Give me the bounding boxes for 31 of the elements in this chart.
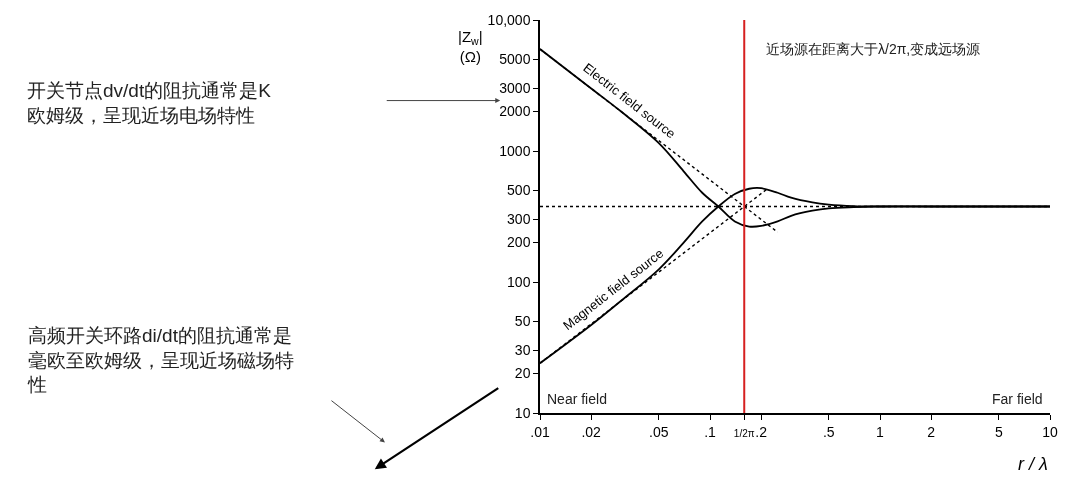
x-tick-label: .2 [755,423,768,440]
y-tick-label: 20 [514,365,531,382]
x-tick-label: .01 [530,423,550,440]
y-axis-title: |Z$_{w}$| (Ω) [458,28,483,65]
y-tick-label: 1000 [499,142,531,159]
y-tick-label: 100 [507,273,531,290]
y-tick-label: 500 [507,182,531,199]
y-tick-label: 3000 [499,80,531,97]
y-tick-label: 10,000 [487,11,531,28]
x-axis-title: r / λ [1018,454,1048,474]
x-tick-label: 1/2π [733,427,755,439]
y-tick-label: 50 [514,313,531,330]
y-tick-label: 5000 [499,51,531,68]
x-tick-label: 10 [1042,423,1058,440]
y-tick-label: 10 [514,404,531,421]
x-tick-label: .5 [822,423,835,440]
x-tick-label: .05 [649,423,669,440]
x-tick-label: .1 [704,423,717,440]
y-tick-label: 2000 [499,103,531,120]
text: 高频开关环路di/dt的阻抗通常是毫欧至欧姆级，呈现近场磁场特性 [27,325,294,396]
text: 开关节点dv/dt的阻抗通常是K欧姆级，呈现近场电场特性 [27,80,272,126]
y-tick-label: 200 [507,234,531,251]
annotation: Near field [547,391,607,407]
x-tick-label: 2 [927,423,936,440]
annotation: Far field [992,391,1043,407]
annotation: 近场源在距离大于λ/2π,变成远场源 [766,41,981,57]
x-tick-label: 5 [994,423,1003,440]
x-tick-label: .02 [581,423,602,440]
x-tick-label: 1 [876,423,885,440]
y-tick-label: 30 [514,342,531,359]
y-tick-label: 300 [507,211,531,228]
